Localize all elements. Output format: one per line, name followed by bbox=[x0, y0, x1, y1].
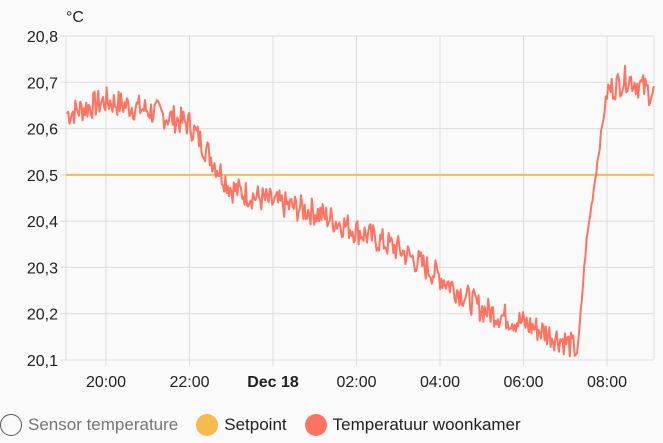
y-axis-ticks: 20,8 20,7 20,6 20,5 20,4 20,3 20,2 20,1 bbox=[27, 29, 58, 370]
svg-text:20,7: 20,7 bbox=[27, 75, 58, 92]
legend-item-setpoint[interactable]: Setpoint bbox=[196, 414, 287, 436]
temperature-chart: °C 20,8 20,7 20,6 20,5 20,4 20,3 20,2 20,1 20:0… bbox=[27, 9, 655, 391]
svg-text:20,3: 20,3 bbox=[27, 260, 58, 277]
y-axis-unit: °C bbox=[66, 9, 84, 26]
svg-text:20,1: 20,1 bbox=[27, 353, 58, 370]
legend-item-sensor-temperature[interactable]: Sensor temperature bbox=[0, 414, 178, 436]
svg-text:20,2: 20,2 bbox=[27, 307, 58, 324]
legend-circle-icon bbox=[0, 414, 22, 436]
svg-text:20,4: 20,4 bbox=[27, 214, 58, 231]
svg-text:20,6: 20,6 bbox=[27, 122, 58, 139]
x-axis-ticks: 20:00 22:00 Dec 18 02:00 04:00 06:00 08:00 bbox=[86, 374, 627, 391]
legend-label: Temperatuur woonkamer bbox=[332, 415, 521, 434]
legend-circle-icon bbox=[196, 414, 219, 436]
svg-text:02:00: 02:00 bbox=[336, 374, 376, 391]
svg-text:22:00: 22:00 bbox=[169, 374, 209, 391]
svg-text:06:00: 06:00 bbox=[503, 374, 543, 391]
svg-text:20:00: 20:00 bbox=[86, 374, 126, 391]
svg-text:Dec 18: Dec 18 bbox=[247, 374, 299, 391]
chart-legend: Sensor temperature Setpoint Temperatuur … bbox=[0, 410, 539, 440]
legend-label: Sensor temperature bbox=[28, 415, 179, 434]
svg-text:20,5: 20,5 bbox=[27, 168, 58, 185]
grid-lines bbox=[60, 35, 655, 366]
temperature-line bbox=[66, 64, 655, 358]
legend-label: Setpoint bbox=[224, 415, 287, 434]
legend-item-temperatuur-woonkamer[interactable]: Temperatuur woonkamer bbox=[304, 414, 521, 436]
svg-text:20,8: 20,8 bbox=[27, 29, 58, 46]
legend-circle-icon bbox=[304, 414, 327, 436]
svg-text:04:00: 04:00 bbox=[420, 374, 460, 391]
svg-text:08:00: 08:00 bbox=[587, 374, 627, 391]
